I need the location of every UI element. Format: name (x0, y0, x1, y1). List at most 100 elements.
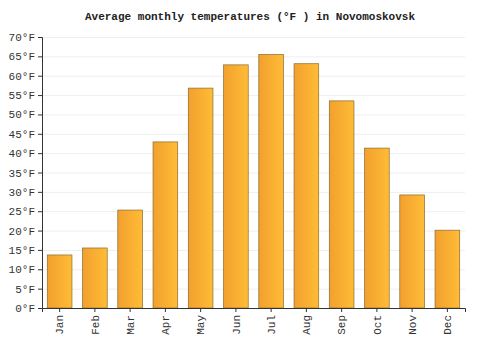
x-axis: Jan Feb Mar Apr May Jun Jul Aug Sep Oct Nov Dec (43, 308, 466, 335)
tick-mark (447, 308, 448, 312)
tick: 20°F (9, 226, 42, 238)
tick: 70°F (9, 32, 42, 44)
bar (329, 101, 354, 308)
tick-label: Feb (90, 315, 102, 335)
grid-line (42, 114, 465, 115)
tick-mark (38, 114, 42, 115)
tick: Nov (407, 308, 419, 335)
tick-label: 40°F (9, 148, 35, 160)
tick-mark (165, 308, 166, 312)
tick-label: 50°F (9, 109, 35, 121)
bar (118, 210, 143, 308)
tick-label: 25°F (9, 206, 35, 218)
tick-label: May (195, 315, 207, 335)
tick-mark (38, 231, 42, 232)
tick: Aug (301, 308, 313, 335)
bar (188, 88, 213, 308)
tick-label: Mar (125, 315, 137, 335)
tick: 30°F (9, 187, 42, 199)
tick-mark (376, 308, 377, 312)
bar (365, 148, 390, 308)
grid-line (42, 56, 465, 57)
tick-mark (271, 308, 272, 312)
tick-label: 35°F (9, 168, 35, 180)
bar (224, 65, 249, 308)
tick: Jun (231, 308, 243, 335)
grid-line (42, 37, 465, 38)
tick-mark (200, 308, 201, 312)
tick-label: Apr (160, 315, 172, 335)
tick-mark (38, 134, 42, 135)
grid-line (42, 173, 465, 174)
tick-label: 20°F (9, 226, 35, 238)
grid (42, 38, 465, 309)
tick-mark (130, 308, 131, 312)
bar (83, 248, 108, 308)
grid-line (42, 153, 465, 154)
grid-line (42, 192, 465, 193)
tick: Dec (442, 308, 454, 335)
tick-label: Dec (442, 315, 454, 335)
grid-line (42, 134, 465, 135)
tick-mark (412, 308, 413, 312)
tick: 65°F (9, 51, 42, 63)
chart: 0°F 5°F 10°F 15°F 20°F 25°F 30°F 35°F 40°F 45°F 50… (0, 0, 500, 350)
tick-mark (38, 173, 42, 174)
tick: 0°F (15, 303, 42, 315)
tick: 45°F (9, 129, 42, 141)
bar (47, 255, 72, 308)
tick-label: 15°F (9, 245, 35, 257)
tick-label: Jul (266, 315, 278, 335)
tick: 50°F (9, 109, 42, 121)
bar (400, 195, 425, 308)
tick-mark (59, 308, 60, 312)
tick: 25°F (9, 206, 42, 218)
tick: 60°F (9, 71, 42, 83)
tick-label: 5°F (15, 284, 35, 296)
tick-mark (341, 308, 342, 312)
title: Average monthly temperatures (°F ) in No… (85, 11, 415, 23)
tick-mark (38, 308, 42, 309)
tick-mark (94, 308, 95, 312)
tick: 35°F (9, 168, 42, 180)
bar (435, 230, 460, 308)
tick: Oct (372, 308, 384, 335)
tick-label: 60°F (9, 71, 35, 83)
bar (259, 54, 284, 308)
tick-label: Aug (301, 315, 313, 335)
tick-label: 45°F (9, 129, 35, 141)
tick-label: 65°F (9, 51, 35, 63)
tick: Feb (90, 308, 102, 335)
tick-label: Nov (407, 315, 419, 335)
tick: Jan (54, 308, 66, 335)
tick-label: 30°F (9, 187, 35, 199)
tick-mark (38, 153, 42, 154)
tick-mark (38, 37, 42, 38)
tick-mark (38, 56, 42, 57)
tick-label: 70°F (9, 32, 35, 44)
axis-line (38, 38, 43, 309)
tick: Apr (160, 308, 172, 335)
tick-mark (38, 250, 42, 251)
tick: 10°F (9, 264, 42, 276)
tick-label: Jan (54, 315, 66, 335)
tick-mark (38, 76, 42, 77)
tick-mark (38, 95, 42, 96)
tick: Sep (336, 308, 348, 335)
tick-label: 55°F (9, 90, 35, 102)
tick-mark (38, 269, 42, 270)
tick: 55°F (9, 90, 42, 102)
tick-mark (38, 211, 42, 212)
tick-label: Sep (336, 315, 348, 335)
tick: 5°F (15, 284, 42, 296)
tick-label: Jun (231, 315, 243, 335)
axis-line (43, 309, 466, 313)
bar (153, 142, 178, 308)
plot: 0°F 5°F 10°F 15°F 20°F 25°F 30°F 35°F 40°F 45°F 50… (9, 32, 466, 335)
tick-mark (38, 192, 42, 193)
tick-mark (38, 289, 42, 290)
tick: 15°F (9, 245, 42, 257)
grid-line (42, 76, 465, 77)
tick: Jul (266, 308, 278, 335)
tick: May (195, 308, 207, 335)
